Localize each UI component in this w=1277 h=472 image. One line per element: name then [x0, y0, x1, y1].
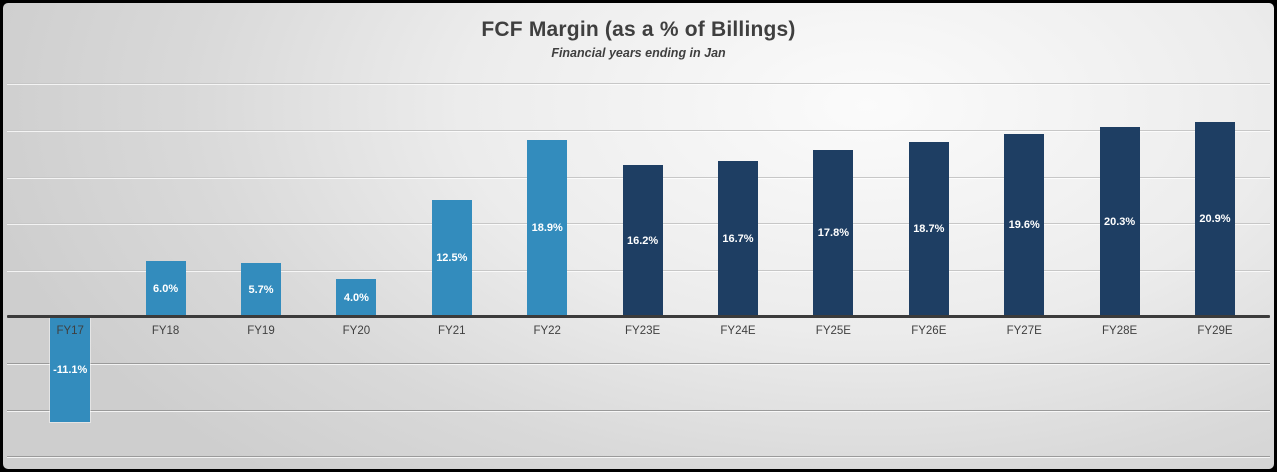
bar-fy17: -11.1%	[50, 318, 91, 422]
bar-value-label: 17.8%	[817, 227, 849, 240]
bar-fy22: 18.9%	[527, 140, 568, 317]
bar-fy24e: 16.7%	[718, 160, 758, 317]
bar-value-label: 18.9%	[531, 222, 563, 235]
bar-fy27e: 19.6%	[1004, 133, 1045, 317]
x-axis-label-fy29e: FY29E	[1197, 324, 1233, 337]
bar-fy26e: 18.7%	[908, 142, 949, 317]
bar-value-label: 5.7%	[248, 283, 274, 296]
x-axis-label-fy24e: FY24E	[720, 324, 756, 337]
chart-title: FCF Margin (as a % of Billings)	[481, 18, 796, 41]
gridline--5pct	[7, 363, 1270, 365]
bar-fy23e: 16.2%	[622, 165, 663, 317]
x-axis-label-fy19: FY19	[247, 324, 275, 337]
bar-value-label: 12.5%	[436, 252, 468, 265]
chart-subtitle: Financial years ending in Jan	[551, 46, 726, 61]
bar-value-label: 16.2%	[626, 234, 659, 247]
gridline--15pct	[7, 456, 1270, 458]
bar-fy28e: 20.3%	[1099, 127, 1140, 317]
bar-value-label: 19.6%	[1008, 219, 1040, 232]
x-axis-label-fy22: FY22	[533, 324, 561, 337]
gridline-20pct	[7, 129, 1270, 131]
x-axis-label-fy25e: FY25E	[815, 324, 851, 337]
bar-value-label: -11.1%	[53, 363, 88, 376]
bar-value-label: 16.7%	[722, 232, 754, 245]
gridline--10pct	[7, 409, 1270, 411]
x-axis-label-fy27e: FY27E	[1006, 324, 1042, 337]
bar-fy18: 6.0%	[145, 260, 186, 317]
bar-fy20: 4.0%	[336, 279, 377, 317]
x-axis-label-fy17: FY17	[56, 324, 84, 337]
bar-value-label: 18.7%	[913, 223, 945, 236]
x-axis-label-fy23e: FY23E	[625, 324, 661, 337]
chart-header: FCF Margin (as a % of Billings) Financia…	[3, 17, 1274, 60]
x-axis-line	[7, 315, 1270, 318]
bar-value-label: 4.0%	[343, 291, 369, 304]
bar-fy21: 12.5%	[431, 199, 472, 317]
gridline-25pct	[7, 83, 1270, 85]
bar-value-label: 20.3%	[1103, 215, 1136, 228]
x-axis-label-fy28e: FY28E	[1102, 324, 1138, 337]
x-axis-label-fy21: FY21	[438, 324, 466, 337]
bar-value-label: 6.0%	[153, 282, 179, 295]
x-axis-label-fy26e: FY26E	[911, 324, 947, 337]
bar-fy19: 5.7%	[241, 263, 281, 317]
bar-fy25e: 17.8%	[813, 150, 854, 317]
x-axis-label-fy18: FY18	[151, 324, 180, 337]
plot-area: -11.1% FY17 6.0% FY18 5.7% FY19 4.0% FY20 12.5% F…	[3, 3, 1274, 469]
bar-fy29e: 20.9%	[1195, 121, 1235, 317]
x-axis-label-fy20: FY20	[342, 324, 371, 337]
bar-value-label: 20.9%	[1199, 213, 1231, 225]
